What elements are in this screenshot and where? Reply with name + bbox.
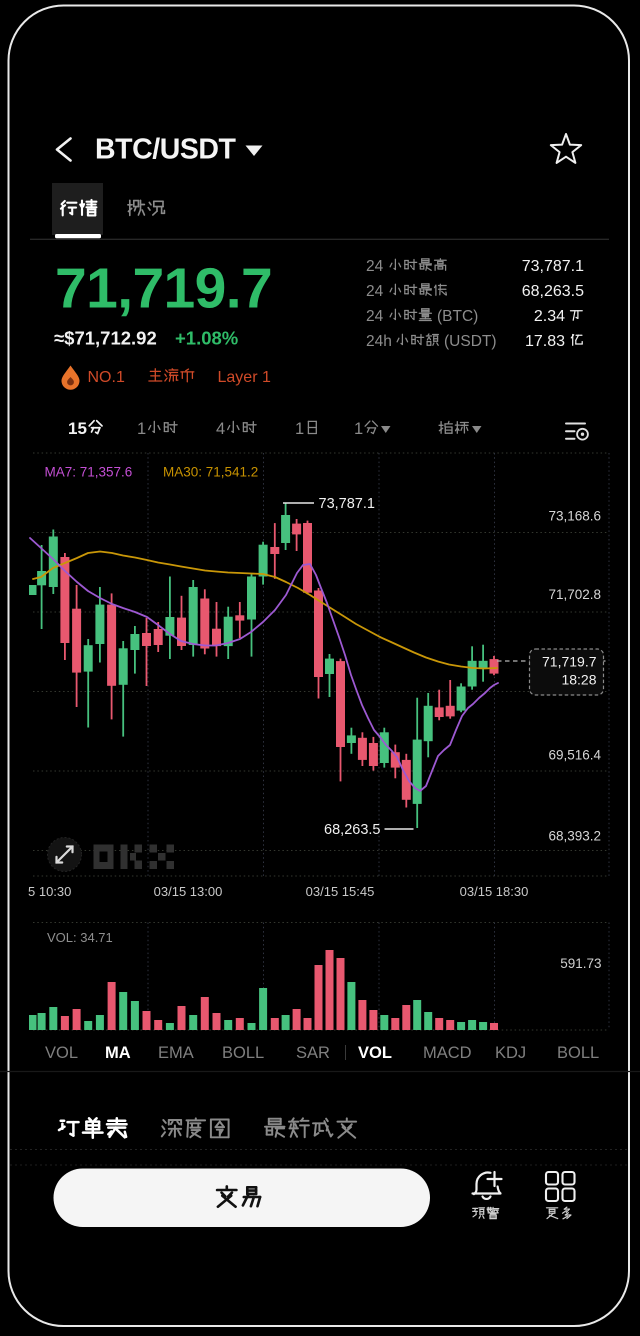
svg-text:71,719.7: 71,719.7 — [542, 654, 597, 670]
svg-text:03/15 18:30: 03/15 18:30 — [460, 884, 529, 899]
svg-text:BOLL: BOLL — [222, 1044, 264, 1062]
svg-text:MA7: 71,357.6: MA7: 71,357.6 — [45, 465, 133, 480]
svg-text:73,787.1: 73,787.1 — [319, 496, 375, 512]
svg-text:BOLL: BOLL — [557, 1044, 599, 1062]
svg-text:68,263.5: 68,263.5 — [522, 283, 584, 300]
svg-text:MACD: MACD — [423, 1044, 472, 1062]
svg-text:1: 1 — [354, 420, 363, 438]
svg-text:03/15 13:00: 03/15 13:00 — [154, 884, 223, 899]
svg-text:2.34: 2.34 — [534, 308, 565, 325]
svg-text:SAR: SAR — [296, 1044, 330, 1062]
svg-text:68,263.5: 68,263.5 — [324, 822, 380, 838]
svg-text:4: 4 — [216, 420, 225, 438]
svg-text:KDJ: KDJ — [495, 1044, 526, 1062]
svg-text:24: 24 — [366, 283, 384, 300]
svg-text:VOL: VOL — [45, 1044, 78, 1062]
svg-text:73,787.1: 73,787.1 — [522, 258, 584, 275]
svg-text:(USDT): (USDT) — [444, 333, 497, 350]
svg-text:69,516.4: 69,516.4 — [548, 748, 601, 763]
svg-text:(BTC): (BTC) — [437, 308, 478, 325]
svg-text:VOL: 34.71: VOL: 34.71 — [47, 930, 113, 945]
svg-text:MA: MA — [105, 1044, 131, 1062]
svg-text:1: 1 — [137, 420, 146, 438]
svg-text:+1.08%: +1.08% — [175, 328, 238, 349]
svg-text:24: 24 — [366, 258, 384, 275]
svg-text:≈$71,712.92: ≈$71,712.92 — [54, 328, 157, 349]
svg-text:15: 15 — [68, 419, 87, 438]
svg-text:17.83: 17.83 — [525, 333, 565, 350]
svg-text:NO.1: NO.1 — [88, 369, 125, 386]
svg-text:68,393.2: 68,393.2 — [548, 829, 601, 844]
svg-text:73,168.6: 73,168.6 — [548, 509, 601, 524]
svg-text:VOL: VOL — [358, 1044, 392, 1062]
svg-text:18:28: 18:28 — [561, 672, 596, 688]
svg-text:24: 24 — [366, 308, 384, 325]
svg-text:1: 1 — [295, 420, 304, 438]
svg-text:BTC/USDT: BTC/USDT — [95, 134, 237, 166]
svg-text:Layer 1: Layer 1 — [218, 369, 271, 386]
svg-text:MA30: 71,541.2: MA30: 71,541.2 — [163, 465, 258, 480]
svg-text:71,719.7: 71,719.7 — [55, 257, 272, 321]
svg-text:71,702.8: 71,702.8 — [548, 587, 601, 602]
svg-text:591.73: 591.73 — [560, 956, 601, 971]
svg-text:03/15 15:45: 03/15 15:45 — [306, 884, 375, 899]
svg-text:EMA: EMA — [158, 1044, 194, 1062]
svg-text:24h: 24h — [366, 333, 392, 350]
svg-text:5 10:30: 5 10:30 — [28, 884, 71, 899]
